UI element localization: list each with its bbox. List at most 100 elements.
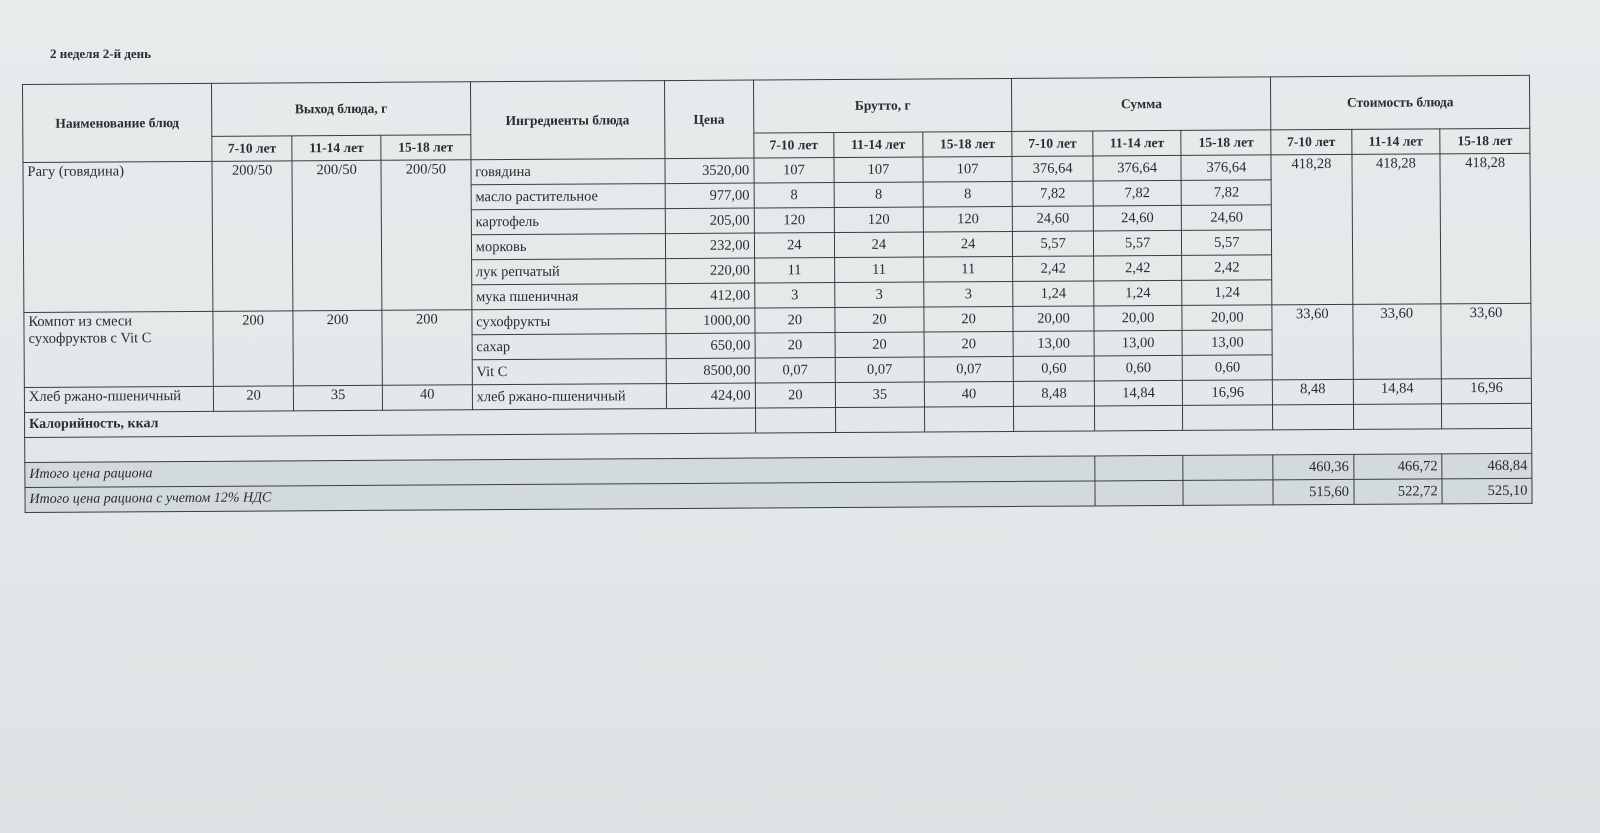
header-age-sum: 11-14 лет [1092, 130, 1182, 156]
dish-cost: 418,28 [1271, 154, 1353, 305]
ingredient-brutto: 40 [924, 381, 1014, 407]
header-price: Цена [664, 80, 754, 159]
dish-output: 200 [381, 309, 473, 386]
ingredient-price: 977,00 [664, 183, 755, 209]
total-empty-cell [1094, 480, 1184, 506]
document-title: 2 неделя 2-й день [50, 46, 152, 61]
ingredient-name: морковь [471, 233, 666, 260]
total-empty-cell [1183, 454, 1274, 481]
ingredient-sum: 2,42 [1013, 255, 1094, 282]
header-age-output: 15-18 лет [380, 134, 471, 161]
header-age-brutto: 7-10 лет [753, 132, 834, 159]
dish-output: 200 [293, 310, 383, 386]
ingredient-name: сухофрукты [471, 308, 666, 335]
ingredient-brutto: 8 [922, 181, 1013, 207]
header-row-1: Наименование блюд Выход блюда, г Ингреди… [22, 75, 1530, 163]
dish-name: Компот из смеси сухофруктов с Vit C [23, 311, 214, 388]
dish-cost: 8,48 [1272, 379, 1353, 405]
ingredient-brutto: 11 [834, 256, 924, 283]
ingredient-price: 232,00 [665, 233, 755, 259]
ingredient-brutto: 107 [833, 156, 923, 183]
dish-cost: 33,60 [1352, 303, 1442, 380]
dish-output: 200/50 [380, 159, 472, 311]
header-output: Выход блюда, г [211, 81, 471, 137]
total-value: 460,36 [1272, 454, 1354, 480]
dish-cost: 418,28 [1351, 153, 1442, 305]
dish-output: 200 [212, 310, 294, 387]
ingredient-sum: 5,57 [1181, 229, 1272, 256]
dish-output: 200/50 [292, 160, 382, 311]
total-value: 522,72 [1353, 478, 1443, 505]
header-sum: Сумма [1011, 76, 1272, 132]
total-empty-cell [1094, 455, 1184, 481]
total-value: 525,10 [1442, 478, 1533, 504]
ingredient-sum: 0,60 [1182, 354, 1273, 381]
dish-name: Рагу (говядина) [22, 161, 213, 313]
dish-cost: 14,84 [1352, 378, 1442, 405]
ingredient-brutto: 120 [834, 206, 924, 233]
header-name: Наименование блюд [22, 83, 212, 163]
ingredient-price: 3520,00 [664, 158, 754, 184]
calories-cell [924, 406, 1015, 432]
ingredient-price: 8500,00 [665, 358, 756, 384]
ingredient-sum: 376,64 [1012, 155, 1093, 182]
header-cost: Стоимость блюда [1270, 75, 1530, 130]
ingredient-sum: 20,00 [1093, 305, 1183, 331]
ingredient-brutto: 0,07 [923, 356, 1014, 382]
total-value: 515,60 [1273, 479, 1354, 505]
ingredient-name: сахар [471, 333, 666, 360]
ingredient-brutto: 3 [754, 282, 835, 309]
total-empty-cell [1183, 479, 1274, 506]
header-age-cost: 11-14 лет [1351, 128, 1441, 155]
calories-cell [1272, 404, 1354, 430]
ingredient-sum: 7,82 [1012, 180, 1094, 207]
dish-name: Хлеб ржано-пшеничный [24, 386, 214, 413]
ingredient-brutto: 20 [754, 307, 836, 334]
calories-cell [1441, 403, 1532, 429]
header-age-cost: 15-18 лет [1439, 128, 1530, 154]
menu-cost-table: Наименование блюд Выход блюда, г Ингреди… [22, 75, 1533, 513]
ingredient-sum: 8,48 [1013, 380, 1095, 407]
ingredient-sum: 376,64 [1181, 154, 1272, 181]
ingredient-name: масло растительное [470, 183, 666, 210]
ingredient-name: говядина [470, 158, 665, 185]
ingredient-sum: 13,00 [1182, 329, 1273, 356]
ingredient-brutto: 3 [834, 281, 924, 308]
ingredient-brutto: 11 [754, 257, 835, 284]
ingredient-name: лук репчатый [471, 258, 666, 285]
ingredient-brutto: 8 [834, 181, 923, 208]
ingredient-sum: 13,00 [1093, 330, 1183, 356]
ingredient-sum: 1,24 [1093, 280, 1183, 306]
ingredient-brutto: 120 [754, 207, 835, 234]
header-age-brutto: 15-18 лет [922, 131, 1013, 157]
ingredient-name: мука пшеничная [471, 283, 666, 310]
ingredient-price: 205,00 [665, 208, 755, 234]
total-value: 468,84 [1441, 453, 1532, 479]
ingredient-name: хлеб ржано-пшеничный [472, 383, 667, 410]
ingredient-price: 1000,00 [665, 308, 755, 334]
total-value: 466,72 [1353, 453, 1443, 480]
ingredient-sum: 1,24 [1013, 280, 1094, 307]
ingredient-brutto: 20 [834, 306, 924, 333]
ingredient-sum: 376,64 [1092, 155, 1182, 181]
ingredient-sum: 20,00 [1182, 304, 1273, 331]
dish-output: 20 [213, 385, 294, 412]
calories-cell [1352, 403, 1442, 430]
ingredient-brutto: 24 [923, 231, 1014, 257]
dish-output: 200/50 [211, 160, 294, 312]
calories-cell [1094, 405, 1184, 431]
ingredient-brutto: 0,07 [835, 356, 925, 383]
header-ingredients: Ингредиенты блюда [470, 80, 665, 160]
ingredient-sum: 7,82 [1181, 179, 1272, 206]
header-age-brutto: 11-14 лет [833, 131, 923, 158]
ingredient-brutto: 11 [923, 256, 1014, 282]
ingredient-sum: 7,82 [1092, 180, 1182, 206]
ingredient-sum: 0,60 [1013, 355, 1095, 382]
ingredient-price: 650,00 [665, 333, 755, 359]
ingredient-price: 424,00 [666, 383, 756, 409]
ingredient-brutto: 20 [923, 331, 1014, 357]
calories-cell [835, 406, 925, 433]
ingredient-brutto: 0,07 [754, 357, 836, 384]
header-age-output: 7-10 лет [211, 135, 293, 162]
